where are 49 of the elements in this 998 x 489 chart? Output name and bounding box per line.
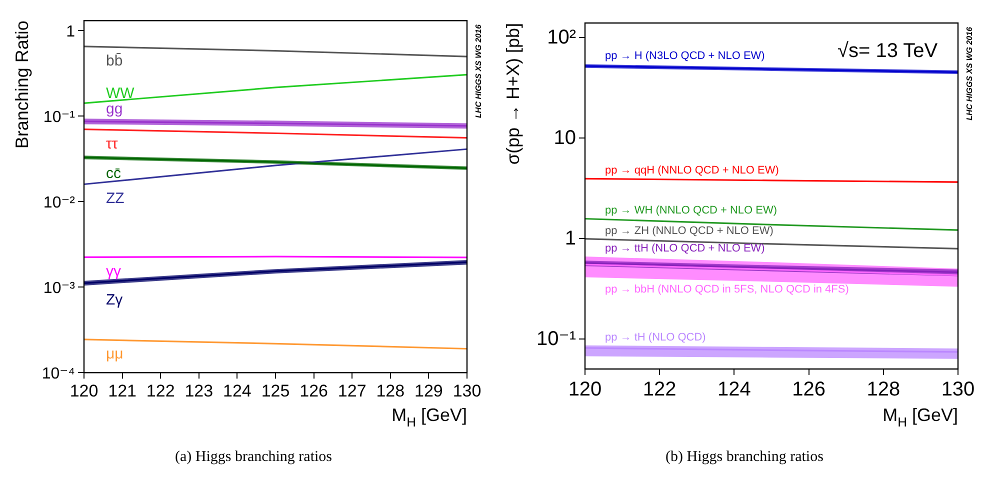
y-tick-label: 10⁻² <box>43 194 76 212</box>
x-tick-label: 124 <box>718 378 751 401</box>
series-label: cc̄ <box>106 165 122 182</box>
series-label: WW <box>106 85 136 102</box>
y-tick-label: 1 <box>66 23 76 40</box>
series-label: Zγ <box>106 292 124 309</box>
series-label: gg <box>106 100 123 118</box>
series-label: pp → bbH (NNLO QCD in 5FS, NLO QCD in 4FS) <box>605 283 849 296</box>
text: (a) Higgs branching ratios <box>174 449 334 466</box>
x-tick-label: 126 <box>792 378 826 401</box>
series-label: ττ <box>106 135 118 152</box>
y-axis-title: Branching Ratio <box>12 20 32 149</box>
series-label: pp → tH (NLO QCD) <box>605 331 706 344</box>
text: LHC HIGGS XS WG 2016 <box>965 26 974 120</box>
x-tick-label: 127 <box>338 381 366 400</box>
y-tick-label: 10 <box>554 127 576 150</box>
x-tick-label: 122 <box>642 378 676 401</box>
y-tick-label: 1 <box>564 227 576 250</box>
series-label: bb̄ <box>106 52 123 70</box>
series-label: pp → qqH (NNLO QCD + NLO EW) <box>605 164 779 177</box>
y-tick-label: 10⁻¹ <box>43 108 76 126</box>
x-tick-label: 130 <box>941 378 975 401</box>
series-label: μμ <box>106 345 124 362</box>
x-tick-label: 120 <box>568 378 602 401</box>
x-tick-label: 123 <box>184 381 214 400</box>
y-tick-label: 10⁻¹ <box>536 328 576 350</box>
annotation: √s= 13 TeV <box>838 40 938 62</box>
y-tick-label: 10⁻⁴ <box>42 366 76 383</box>
x-tick-label: 126 <box>300 381 328 400</box>
series-label: γγ <box>106 263 122 280</box>
x-tick-label: 125 <box>261 381 290 400</box>
series-label: pp → ZH (NNLO QCD + NLO EW) <box>605 224 774 237</box>
series-label: ZZ <box>106 190 124 208</box>
text: (b) Higgs branching ratios <box>664 449 824 466</box>
y-tick-label: 10² <box>547 26 576 49</box>
x-tick-label: 124 <box>223 381 252 400</box>
series-label: pp → WH (NNLO QCD + NLO EW) <box>605 204 778 217</box>
x-tick-label: 120 <box>70 381 98 400</box>
series-label: pp → ttH (NLO QCD + NLO EW) <box>605 242 765 255</box>
series-label: pp → H (N3LO QCD + NLO EW) <box>605 50 765 62</box>
x-tick-label: 122 <box>146 381 175 400</box>
text: LHC HIGGS XS WG 2016 <box>474 24 483 118</box>
x-tick-label: 121 <box>108 381 136 400</box>
y-tick-label: 10⁻³ <box>43 280 76 298</box>
x-tick-label: 128 <box>866 378 900 401</box>
x-tick-label: 128 <box>376 381 405 400</box>
x-tick-label: 129 <box>414 381 443 400</box>
y-axis-title: σ(pp → H+X) [pb] <box>503 22 523 165</box>
x-tick-label: 130 <box>452 381 482 400</box>
